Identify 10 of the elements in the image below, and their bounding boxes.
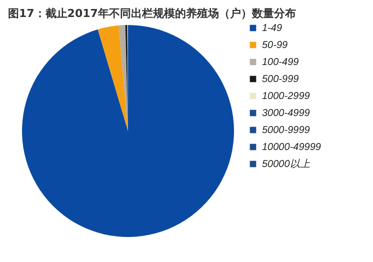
- legend-label: 10000-49999: [262, 142, 322, 153]
- legend-label: 50000以上: [262, 158, 310, 170]
- legend-label: 100-499: [262, 57, 300, 68]
- chart-title: 图17：截止2017年不同出栏规模的养殖场（户）数量分布: [8, 7, 296, 20]
- legend-label: 3000-4999: [262, 108, 310, 119]
- legend-label: 1000-2999: [262, 91, 310, 102]
- legend-label: 1-49: [262, 23, 282, 34]
- legend-label: 5000-9999: [262, 125, 310, 136]
- legend-label: 50-99: [262, 40, 288, 51]
- legend-label: 500-999: [262, 74, 300, 85]
